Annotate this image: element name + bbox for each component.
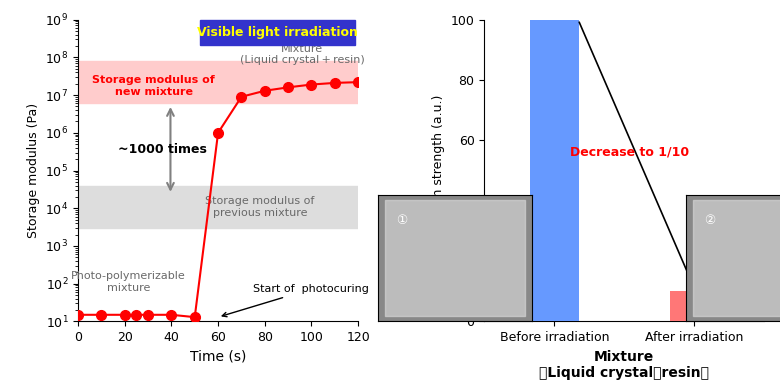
Bar	[78, 61, 358, 103]
Bar	[78, 185, 358, 228]
Text: Photo-polymerizable
mixture: Photo-polymerizable mixture	[71, 271, 186, 293]
Text: ~1000 times: ~1000 times	[118, 143, 207, 156]
Y-axis label: Adhesion strength (a.u.): Adhesion strength (a.u.)	[432, 95, 445, 246]
Text: Start of  photocuring: Start of photocuring	[222, 284, 369, 317]
Y-axis label: Storage modulus (Pa): Storage modulus (Pa)	[27, 103, 40, 238]
Text: Storage modulus of
previous mixture: Storage modulus of previous mixture	[205, 196, 315, 218]
Text: Visible light irradiation: Visible light irradiation	[197, 26, 358, 39]
Text: Mixture
(Liquid crystal + resin): Mixture (Liquid crystal + resin)	[239, 44, 364, 65]
Bar	[670, 291, 719, 321]
Text: Storage modulus of
new mixture: Storage modulus of new mixture	[92, 75, 215, 97]
FancyBboxPatch shape	[200, 20, 356, 45]
Text: Decrease to 1/10: Decrease to 1/10	[570, 145, 690, 158]
X-axis label: Time (s): Time (s)	[190, 350, 246, 364]
X-axis label: Mixture
（Liquid crystal＋resin）: Mixture （Liquid crystal＋resin）	[539, 350, 709, 380]
Bar	[530, 20, 579, 321]
